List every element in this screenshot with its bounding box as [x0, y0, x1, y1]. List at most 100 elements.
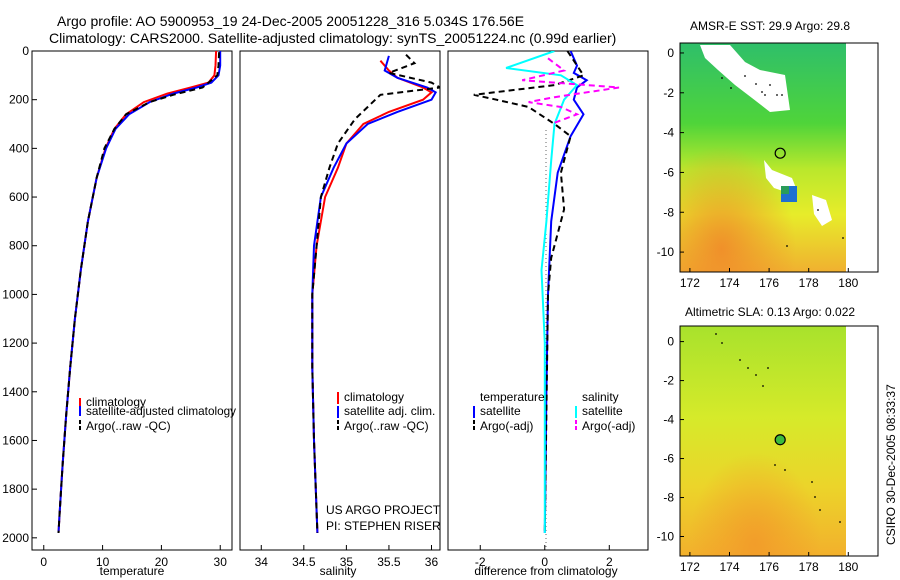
map-speck [730, 87, 732, 89]
temperature-panel: 0 10 20 30 0 200 400 600 800 1000 1200 1400 1600 1800… [2, 44, 236, 578]
map-speck [739, 359, 741, 361]
xtick-label: 34.5 [292, 555, 316, 569]
ytick-label: 1200 [2, 336, 29, 350]
xtick-label: 35.5 [377, 555, 401, 569]
series-line-satellite-adjusted-climatology [57, 51, 222, 534]
salinity-xlabel: salinity [320, 564, 357, 578]
xtick-label: 34 [255, 555, 269, 569]
salinity-axes [239, 50, 441, 551]
map-xtick-label: 172 [680, 560, 700, 574]
salinity-legend: climatology satellite adj. clim. Argo(..… [337, 390, 435, 433]
map-xtick-label: 178 [799, 276, 819, 290]
map-speck [786, 245, 788, 247]
series-line-salinity-argo-adj- [521, 57, 620, 125]
temperature-legend: climatology satellite-adjusted climatolo… [79, 395, 236, 433]
legend-sal-satellite: satellite [582, 404, 623, 418]
map-xtick-label: 172 [680, 276, 700, 290]
legend-temp-satellite: satellite [480, 404, 521, 418]
temperature-xlabel: temperature [100, 564, 165, 578]
map-speck [755, 374, 757, 376]
ytick-label: 1000 [2, 287, 29, 301]
map-xtick-label: 176 [759, 276, 779, 290]
map-xtick-label: 176 [759, 560, 779, 574]
project-label: US ARGO PROJECT [326, 503, 441, 517]
map-ytick-label: -6 [663, 165, 674, 179]
map-speck [776, 94, 778, 96]
map-speck [769, 84, 771, 86]
series-line-temperature-satellite [543, 51, 589, 534]
map-xtick-label: 178 [799, 560, 819, 574]
xtick-label: 0 [541, 555, 548, 569]
map-speck [774, 464, 776, 466]
xtick-label: 20 [155, 555, 169, 569]
difference-panel: -2 0 2 difference from climatology tempera… [447, 50, 649, 578]
series-line-temperature-argo-adj- [473, 51, 586, 534]
map-ytick-label: 0 [667, 335, 674, 349]
map-ytick-label: -8 [663, 491, 674, 505]
salinity-panel: 34 34.5 35 35.5 36 salinity climatology sate… [239, 50, 441, 578]
series-line-climatology [311, 60, 434, 534]
map-speck [762, 385, 764, 387]
sst-map-cloud-mask-3 [812, 195, 832, 226]
credit-label: CSIRO 30-Dec-2005 08:33:37 [884, 384, 898, 545]
map-xtick-label: 174 [719, 560, 739, 574]
map-ytick-label: -4 [663, 413, 674, 427]
figure-title-line1: Argo profile: AO 5900953_19 24-Dec-2005 … [57, 13, 524, 29]
map-speck [811, 481, 813, 483]
map-xtick-label: 180 [838, 276, 858, 290]
map-ytick-label: -10 [657, 530, 675, 544]
map-ytick-label: -8 [663, 205, 674, 219]
series-line-argo-raw-qc- [57, 52, 221, 534]
ytick-label: 1400 [2, 385, 29, 399]
xtick-label: 30 [214, 555, 228, 569]
map-speck [747, 367, 749, 369]
sst-map-cloud-mask [700, 45, 790, 112]
legend-temp-argo: Argo(-adj) [480, 419, 533, 433]
argo-position-marker [774, 147, 786, 159]
sla-map-nodata-strip [846, 326, 878, 556]
map-ytick-label: 0 [667, 46, 674, 60]
temperature-axes [31, 50, 233, 551]
difference-legend: temperature satellite Argo(-adj) salinit… [473, 390, 635, 433]
legend-temperature-title: temperature [480, 390, 545, 404]
sst-map-panel: AMSR-E SST: 29.9 Argo: 29.8 172 174 176 178… [657, 19, 879, 290]
pi-label: PI: STEPHEN RISER [326, 519, 441, 533]
map-ytick-label: -2 [663, 374, 674, 388]
xtick-label: -2 [475, 555, 486, 569]
legend-argo: Argo(..raw -QC) [344, 419, 429, 433]
map-speck [767, 367, 769, 369]
map-ytick-label: -6 [663, 452, 674, 466]
legend-climatology: climatology [86, 395, 146, 409]
map-speck [721, 77, 723, 79]
xtick-label: 35 [340, 555, 354, 569]
difference-axes [447, 50, 649, 551]
ytick-label: 800 [9, 239, 29, 253]
map-ytick-label: -10 [657, 245, 675, 259]
legend-climatology: climatology [344, 390, 404, 404]
ytick-label: 0 [22, 44, 29, 58]
series-line-salinity-satellite [505, 51, 579, 533]
sla-map-frame [679, 325, 879, 557]
xtick-label: 2 [606, 555, 613, 569]
sst-map-nodata-strip [846, 43, 878, 272]
ytick-label: 1600 [2, 433, 29, 447]
series-line-climatology [57, 51, 218, 534]
legend-satellite: satellite adj. clim. [344, 404, 435, 418]
sst-map-cold-pixel-2 [781, 186, 789, 194]
series-line-argo-raw-qc- [311, 53, 440, 534]
map-speck [819, 509, 821, 511]
legend-satellite: satellite-adjusted climatology [86, 404, 236, 418]
sla-map-warm-pool [680, 326, 846, 556]
map-xtick-label: 174 [719, 276, 739, 290]
ytick-label: 1800 [2, 482, 29, 496]
map-speck [721, 342, 723, 344]
argo-position-marker [774, 434, 786, 446]
map-speck [839, 521, 841, 523]
map-speck [817, 209, 819, 211]
map-speck [814, 496, 816, 498]
xtick-label: 0 [40, 555, 47, 569]
sst-map-cloud-mask-2 [764, 160, 796, 192]
map-ytick-label: -2 [663, 86, 674, 100]
map-speck [781, 94, 783, 96]
